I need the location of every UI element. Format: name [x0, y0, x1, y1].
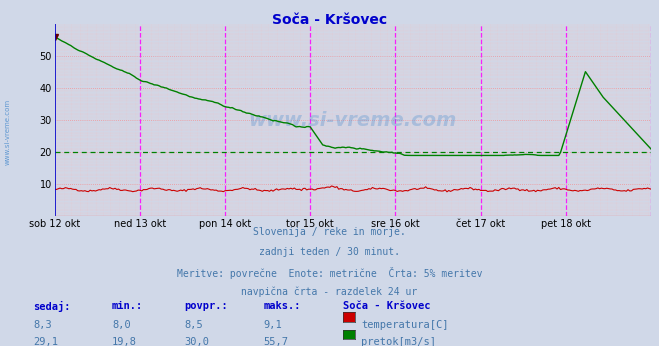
- Text: 8,5: 8,5: [185, 320, 203, 330]
- Text: min.:: min.:: [112, 301, 143, 311]
- Text: 8,0: 8,0: [112, 320, 130, 330]
- Text: 29,1: 29,1: [33, 337, 58, 346]
- Text: Meritve: povrečne  Enote: metrične  Črta: 5% meritev: Meritve: povrečne Enote: metrične Črta: …: [177, 267, 482, 279]
- Text: pretok[m3/s]: pretok[m3/s]: [361, 337, 436, 346]
- Text: Slovenija / reke in morje.: Slovenija / reke in morje.: [253, 227, 406, 237]
- Text: Soča - Kršovec: Soča - Kršovec: [343, 301, 430, 311]
- Text: 19,8: 19,8: [112, 337, 137, 346]
- Text: Soča - Kršovec: Soča - Kršovec: [272, 13, 387, 27]
- Text: temperatura[C]: temperatura[C]: [361, 320, 449, 330]
- Text: navpična črta - razdelek 24 ur: navpična črta - razdelek 24 ur: [241, 287, 418, 297]
- Text: www.si-vreme.com: www.si-vreme.com: [248, 111, 457, 130]
- Text: sedaj:: sedaj:: [33, 301, 71, 312]
- Text: 8,3: 8,3: [33, 320, 51, 330]
- Text: 30,0: 30,0: [185, 337, 210, 346]
- Text: www.si-vreme.com: www.si-vreme.com: [5, 98, 11, 165]
- Text: 55,7: 55,7: [264, 337, 289, 346]
- Text: 9,1: 9,1: [264, 320, 282, 330]
- Text: zadnji teden / 30 minut.: zadnji teden / 30 minut.: [259, 247, 400, 257]
- Text: maks.:: maks.:: [264, 301, 301, 311]
- Text: povpr.:: povpr.:: [185, 301, 228, 311]
